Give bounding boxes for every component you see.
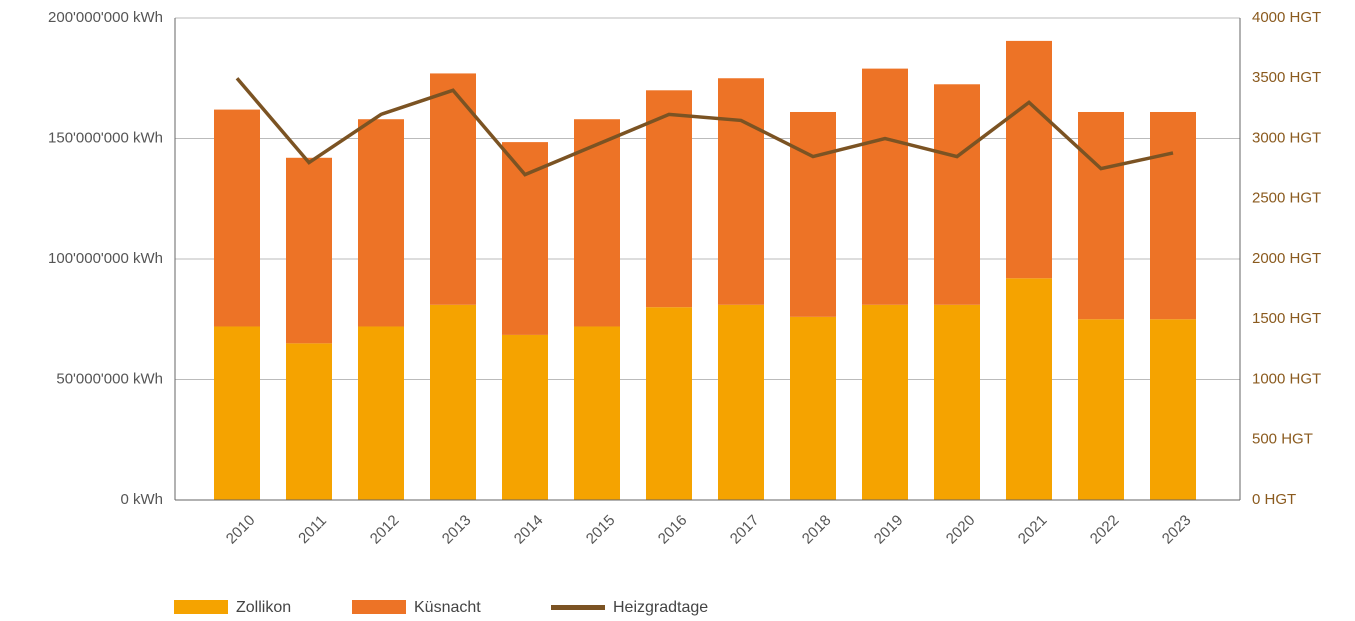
x-tick-label: 2021 xyxy=(1015,512,1051,548)
y2-tick-label: 500 HGT xyxy=(1252,431,1313,448)
bar xyxy=(430,304,476,500)
x-tick-label: 2013 xyxy=(439,512,475,548)
legend-label: Küsnacht xyxy=(414,599,481,616)
bar xyxy=(718,78,764,305)
x-tick-label: 2022 xyxy=(1087,512,1123,548)
x-tick-label: 2012 xyxy=(367,512,403,548)
x-tick-label: 2011 xyxy=(295,512,330,547)
y2-tick-label: 3000 HGT xyxy=(1252,129,1321,146)
bar xyxy=(502,334,548,500)
y2-tick-label: 3500 HGT xyxy=(1252,69,1321,86)
bar xyxy=(862,304,908,500)
y-tick-label: 150'000'000 kWh xyxy=(48,129,163,146)
bar xyxy=(214,326,260,500)
bar xyxy=(718,304,764,500)
x-tick-label: 2018 xyxy=(799,512,835,548)
line xyxy=(235,77,1174,177)
x-tick-label: 2020 xyxy=(943,512,979,548)
bar xyxy=(646,90,692,308)
y2-tick-label: 1500 HGT xyxy=(1252,310,1321,327)
bar xyxy=(286,343,332,500)
bar xyxy=(790,111,836,317)
y2-tick-label: 0 HGT xyxy=(1252,491,1296,508)
y-tick-label: 200'000'000 kWh xyxy=(48,9,163,26)
bar xyxy=(502,142,548,335)
bar xyxy=(358,326,404,500)
bar xyxy=(934,84,980,305)
x-tick-label: 2010 xyxy=(223,512,259,548)
bar xyxy=(1150,111,1196,320)
legend-label: Heizgradtage xyxy=(613,599,708,616)
legend-swatch xyxy=(551,605,605,610)
bar xyxy=(574,119,620,327)
x-tick-label: 2016 xyxy=(655,512,691,548)
bar xyxy=(862,68,908,305)
bar xyxy=(934,304,980,500)
bar xyxy=(214,109,260,327)
x-tick-label: 2017 xyxy=(727,512,763,548)
x-tick-label: 2019 xyxy=(871,512,907,548)
bar xyxy=(574,326,620,500)
y2-tick-label: 2000 HGT xyxy=(1252,250,1321,267)
y2-tick-label: 1000 HGT xyxy=(1252,370,1321,387)
legend-swatch xyxy=(352,600,406,614)
bar xyxy=(1006,40,1052,279)
x-tick-label: 2023 xyxy=(1159,512,1195,548)
x-tick-label: 2015 xyxy=(583,512,619,548)
y-tick-label: 0 kWh xyxy=(120,491,163,508)
bar xyxy=(358,119,404,327)
x-tick-label: 2014 xyxy=(511,512,547,548)
bar xyxy=(1078,111,1124,320)
y-tick-label: 100'000'000 kWh xyxy=(48,250,163,267)
bar xyxy=(1150,319,1196,500)
y-tick-label: 50'000'000 kWh xyxy=(56,370,163,387)
bar xyxy=(790,316,836,500)
bar xyxy=(430,73,476,305)
legend-swatch xyxy=(174,600,228,614)
bar xyxy=(1006,278,1052,500)
bar xyxy=(646,307,692,500)
bar xyxy=(286,157,332,344)
y2-tick-label: 2500 HGT xyxy=(1252,190,1321,207)
bar xyxy=(1078,319,1124,500)
legend-label: Zollikon xyxy=(236,599,291,616)
y2-tick-label: 4000 HGT xyxy=(1252,9,1321,26)
